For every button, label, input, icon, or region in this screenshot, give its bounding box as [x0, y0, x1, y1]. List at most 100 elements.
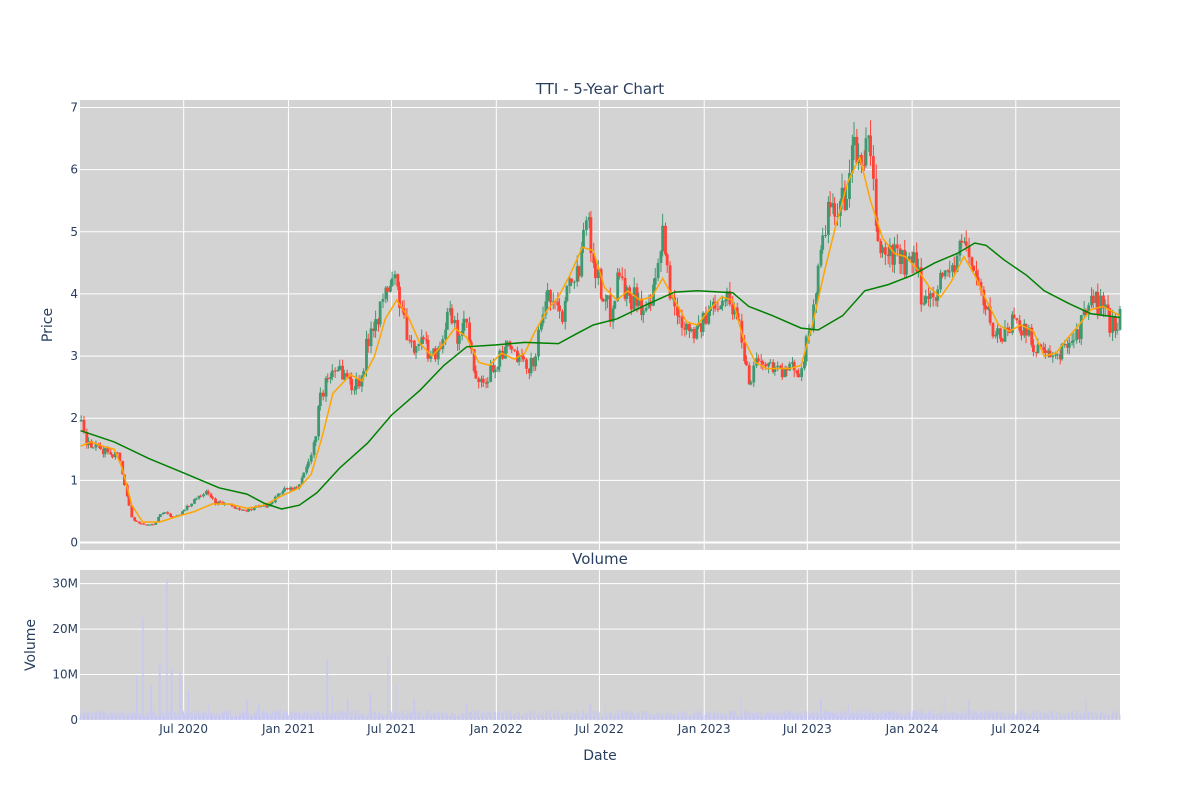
candle-decreasing	[759, 360, 763, 362]
candle-increasing	[161, 512, 165, 515]
candle-decreasing	[527, 368, 531, 374]
x-tick-label: Jul 2020	[158, 722, 208, 736]
candle-increasing	[158, 514, 162, 518]
candle-decreasing	[886, 254, 890, 257]
candle-decreasing	[456, 319, 460, 344]
candle-decreasing	[218, 501, 222, 503]
candle-increasing	[1090, 295, 1093, 306]
axis-ticks: 0 1 2 3 4 5 6 7 0 10M 20M 30M Jul 2020 Jan 2021 Jul 20…	[52, 100, 1040, 736]
candle-increasing	[365, 338, 368, 372]
candle-decreasing	[828, 202, 832, 208]
candle-decreasing	[601, 298, 605, 302]
candle-decreasing	[474, 370, 478, 379]
candle-increasing	[205, 491, 208, 495]
volume-y-tick-label: 30M	[52, 577, 78, 591]
candle-increasing	[544, 301, 548, 315]
candle-decreasing	[151, 524, 155, 526]
candle-increasing	[584, 220, 588, 231]
candle-decreasing	[592, 253, 596, 264]
candle-increasing	[1003, 327, 1007, 342]
candle-decreasing	[876, 225, 880, 242]
candle-decreasing	[139, 523, 143, 525]
candle-increasing	[701, 312, 705, 332]
candle-increasing	[850, 145, 854, 174]
x-tick-label: Jan 2023	[677, 722, 731, 736]
candle-increasing	[900, 249, 904, 265]
candle-decreasing	[285, 488, 289, 490]
candle-decreasing	[1030, 327, 1034, 345]
candle-increasing	[436, 347, 440, 360]
candle-decreasing	[668, 265, 672, 299]
candle-increasing	[697, 323, 700, 327]
candle-decreasing	[477, 378, 481, 383]
candle-decreasing	[410, 340, 413, 342]
candle-increasing	[381, 299, 385, 302]
candle-decreasing	[692, 329, 696, 339]
candle-decreasing	[357, 378, 361, 387]
candle-decreasing	[109, 452, 113, 455]
candle-increasing	[755, 358, 759, 366]
candle-increasing	[217, 501, 220, 505]
candle-decreasing	[635, 287, 639, 306]
candle-increasing	[103, 448, 107, 455]
candle-increasing	[719, 305, 723, 310]
candle-increasing	[445, 311, 449, 330]
candle-increasing	[163, 512, 167, 514]
candle-increasing	[625, 287, 629, 299]
candle-increasing	[393, 274, 397, 279]
candle-increasing	[943, 270, 947, 277]
candle-increasing	[551, 301, 555, 303]
candle-decreasing	[450, 308, 454, 324]
candle-increasing	[496, 366, 500, 370]
candle-decreasing	[927, 296, 931, 299]
moving-average-lines	[80, 154, 1121, 523]
candle-decreasing	[797, 373, 801, 378]
candle-increasing	[259, 506, 262, 508]
candle-increasing	[955, 255, 959, 272]
candle-increasing	[374, 319, 377, 331]
candle-decreasing	[516, 350, 519, 362]
candle-increasing	[202, 494, 205, 497]
candle-increasing	[723, 300, 727, 302]
moving-average-line-orange	[80, 154, 1121, 523]
candle-decreasing	[713, 301, 717, 309]
price-y-tick-label: 0	[70, 536, 78, 550]
moving-average-line-green	[80, 242, 1121, 510]
candle-decreasing	[321, 392, 325, 397]
candle-increasing	[596, 269, 600, 279]
candle-decreasing	[874, 178, 878, 226]
volume-y-tick-label: 20M	[52, 622, 78, 636]
price-chart-title: TTI - 5-Year Chart	[535, 80, 664, 98]
candle-increasing	[420, 337, 424, 344]
candle-decreasing	[879, 241, 883, 254]
candle-increasing	[821, 235, 825, 250]
candle-increasing	[613, 300, 617, 309]
candle-increasing	[1067, 342, 1071, 348]
candle-decreasing	[919, 267, 923, 305]
price-plot-area	[80, 100, 1120, 550]
candle-increasing	[695, 326, 699, 339]
candle-increasing	[480, 378, 483, 383]
candle-decreasing	[101, 449, 105, 455]
candle-decreasing	[350, 379, 354, 391]
candle-decreasing	[345, 373, 349, 377]
candle-increasing	[922, 303, 926, 305]
candle-decreasing	[386, 287, 389, 292]
candle-decreasing	[771, 362, 775, 373]
candle-increasing	[1060, 344, 1064, 360]
candle-decreasing	[967, 245, 971, 258]
candle-decreasing	[82, 419, 86, 432]
candle-decreasing	[1078, 329, 1081, 340]
price-y-axis-label: Price	[40, 308, 56, 342]
candle-decreasing	[1006, 327, 1010, 330]
candle-increasing	[826, 202, 830, 236]
candle-decreasing	[871, 156, 875, 179]
candle-decreasing	[764, 364, 768, 367]
candle-decreasing	[964, 241, 968, 246]
candle-decreasing	[341, 365, 344, 380]
candle-decreasing	[855, 136, 859, 164]
candle-decreasing	[1096, 291, 1100, 315]
candle-increasing	[888, 245, 892, 257]
candle-decreasing	[85, 431, 89, 446]
candle-decreasing	[326, 378, 330, 380]
